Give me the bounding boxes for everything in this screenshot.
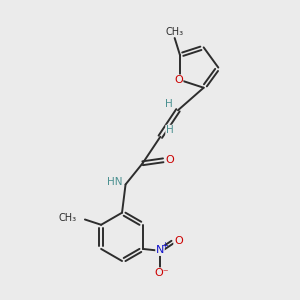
- Text: H: H: [165, 99, 172, 109]
- Text: O⁻: O⁻: [154, 268, 169, 278]
- Text: CH₃: CH₃: [58, 213, 77, 223]
- Text: N: N: [156, 245, 164, 255]
- Text: H: H: [166, 125, 174, 135]
- Text: CH₃: CH₃: [166, 26, 184, 37]
- Text: O: O: [165, 155, 174, 165]
- Text: +: +: [161, 242, 168, 250]
- Text: HN: HN: [107, 177, 123, 188]
- Text: O: O: [174, 75, 183, 85]
- Text: O: O: [174, 236, 183, 246]
